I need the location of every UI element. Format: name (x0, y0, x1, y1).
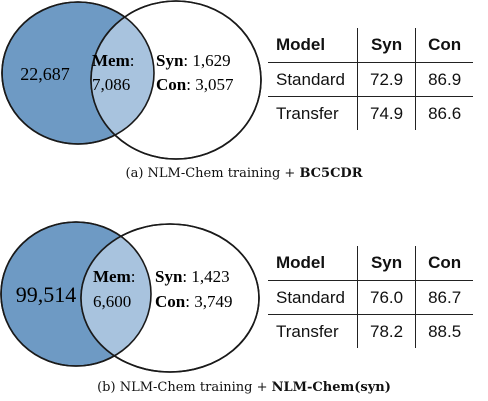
venn-mem-value: 6,600 (93, 292, 131, 311)
venn-con-line: Con: 3,057 (156, 75, 234, 94)
cell-con: 86.9 (415, 62, 474, 97)
venn-syn-value: 1,423 (191, 267, 229, 286)
cell-syn: 78.2 (356, 314, 416, 348)
header-con: Con (415, 28, 474, 63)
results-table-a: Model Syn Con Standard 72.9 86.9 Transfe… (268, 28, 474, 130)
header-con: Con (415, 246, 474, 281)
caption-prefix: (a) NLM-Chem training + (125, 166, 296, 181)
venn-diagram-a: 22,687 Mem: 7,086 Syn: 1,629 Con: 3,057 (1, 0, 262, 160)
venn-syn-line: Syn: 1,629 (156, 51, 231, 70)
venn-overlap-region (81, 224, 151, 366)
venn-con-label: Con (156, 75, 187, 94)
cell-syn: 72.9 (356, 62, 416, 97)
venn-con-label: Con (155, 292, 186, 311)
cell-syn: 76.0 (356, 280, 416, 315)
caption-dataset: NLM-Chem(syn) (271, 380, 391, 395)
cell-model: Transfer (276, 321, 339, 341)
cell-con: 88.5 (415, 314, 474, 348)
venn-mem-value: 7,086 (92, 75, 130, 94)
header-model: Model (276, 35, 326, 54)
cell-model: Transfer (276, 103, 339, 123)
venn-right-outline (80, 223, 260, 373)
cell-model: Standard (276, 69, 345, 89)
caption-a: (a) NLM-Chem training + BC5CDR (0, 166, 488, 181)
table-row: Transfer 78.2 88.5 (268, 314, 474, 348)
venn-mem-label-line: Mem: (92, 51, 135, 70)
venn-left-outline (0, 221, 152, 367)
venn-overlap-region (91, 2, 154, 144)
table-row: Standard 76.0 86.7 (268, 280, 474, 315)
venn-right-outline (90, 0, 262, 160)
results-table-b: Model Syn Con Standard 76.0 86.7 Transfe… (268, 246, 474, 348)
cell-con: 86.7 (415, 280, 474, 315)
figure-panel-a: 22,687 Mem: 7,086 Syn: 1,629 Con: 3,057 … (0, 0, 488, 200)
venn-con-value: 3,057 (195, 75, 234, 94)
header-syn: Syn (356, 246, 416, 281)
caption-prefix: (b) NLM-Chem training + (97, 380, 268, 395)
venn-left-outline (1, 1, 155, 145)
venn-syn-label: Syn (155, 267, 183, 286)
cell-con: 86.6 (415, 96, 474, 130)
venn-mem-label: Mem (92, 51, 130, 70)
caption-dataset: BC5CDR (299, 166, 363, 181)
venn-con-line: Con: 3,749 (155, 292, 232, 311)
header-syn: Syn (356, 28, 416, 63)
venn-mem-label: Mem (93, 267, 131, 286)
venn-left-count: 99,514 (16, 282, 77, 307)
figure-panel-b: 99,514 Mem: 6,600 Syn: 1,423 Con: 3,749 … (0, 220, 488, 401)
table-row: Standard 72.9 86.9 (268, 62, 474, 97)
table-header-row: Model Syn Con (268, 246, 474, 281)
venn-diagram-b: 99,514 Mem: 6,600 Syn: 1,423 Con: 3,749 (0, 221, 260, 373)
caption-b: (b) NLM-Chem training + NLM-Chem(syn) (0, 380, 488, 395)
cell-syn: 74.9 (356, 96, 416, 130)
venn-con-value: 3,749 (194, 292, 232, 311)
venn-syn-line: Syn: 1,423 (155, 267, 230, 286)
cell-model: Standard (276, 287, 345, 307)
venn-syn-label: Syn (156, 51, 184, 70)
venn-mem-label-line: Mem: (93, 267, 136, 286)
header-model: Model (276, 253, 326, 272)
venn-syn-value: 1,629 (192, 51, 230, 70)
table-header-row: Model Syn Con (268, 28, 474, 63)
venn-left-count: 22,687 (20, 64, 70, 84)
table-row: Transfer 74.9 86.6 (268, 96, 474, 130)
